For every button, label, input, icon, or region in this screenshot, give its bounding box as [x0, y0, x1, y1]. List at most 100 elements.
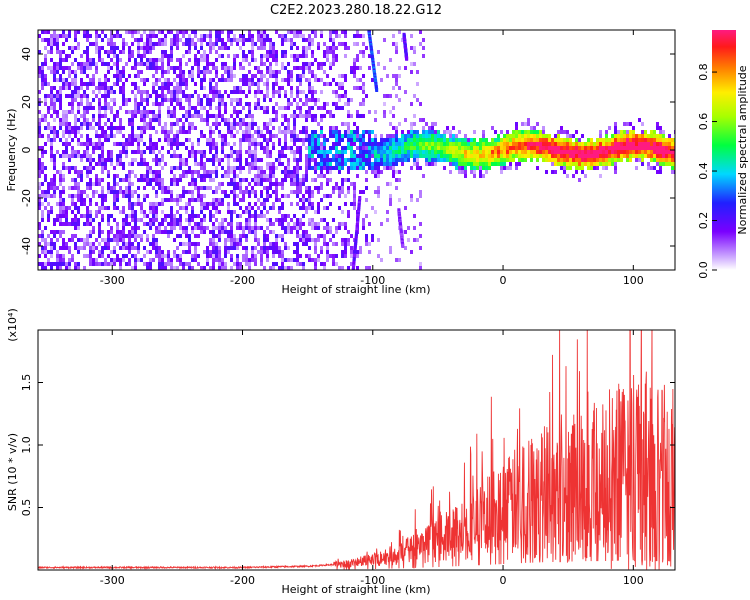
heatmap-cell — [389, 142, 392, 146]
heatmap-cell — [479, 158, 482, 162]
heatmap-cell — [53, 94, 56, 98]
heatmap-cell — [71, 254, 74, 258]
heatmap-cell — [287, 30, 290, 34]
heatmap-cell — [389, 158, 392, 162]
heatmap-cell — [131, 50, 134, 54]
heatmap-cell — [269, 230, 272, 234]
heatmap-cell — [104, 62, 107, 66]
heatmap-cell — [287, 70, 290, 74]
heatmap-cell — [311, 114, 314, 118]
heatmap-cell — [362, 142, 365, 146]
snr-x-axis-label: Height of straight line (km) — [281, 583, 430, 596]
heatmap-cell — [125, 194, 128, 198]
heatmap-cell — [197, 262, 200, 266]
heatmap-cell — [488, 154, 491, 158]
heatmap-cell — [131, 130, 134, 134]
heatmap-cell — [128, 190, 131, 194]
heatmap-cell — [206, 262, 209, 266]
heatmap-cell — [131, 254, 134, 258]
heatmap-cell — [329, 134, 332, 138]
heatmap-cell — [626, 122, 629, 126]
heatmap-cell — [329, 166, 332, 170]
heatmap-cell — [92, 226, 95, 230]
heatmap-cell — [590, 142, 593, 146]
heatmap-cell — [131, 134, 134, 138]
heatmap-cell — [224, 242, 227, 246]
heatmap-cell — [149, 242, 152, 246]
heatmap-cell — [53, 154, 56, 158]
heatmap-cell — [248, 150, 251, 154]
heatmap-cell — [206, 170, 209, 174]
heatmap-cell — [230, 246, 233, 250]
heatmap-cell — [206, 118, 209, 122]
heatmap-cell — [374, 110, 377, 114]
heatmap-cell — [605, 138, 608, 142]
heatmap-cell — [464, 158, 467, 162]
heatmap-cell — [287, 118, 290, 122]
heatmap-cell — [275, 178, 278, 182]
heatmap-cell — [405, 56, 409, 61]
heatmap-cell — [329, 82, 332, 86]
heatmap-cell — [56, 50, 59, 54]
heatmap-cell — [116, 78, 119, 82]
heatmap-cell — [644, 150, 647, 154]
heatmap-cell — [203, 202, 206, 206]
heatmap-cell — [179, 178, 182, 182]
heatmap-cell — [185, 262, 188, 266]
heatmap-cell — [98, 54, 101, 58]
heatmap-cell — [242, 178, 245, 182]
heatmap-cell — [128, 142, 131, 146]
heatmap-cell — [473, 170, 476, 174]
heatmap-cell — [449, 170, 452, 174]
heatmap-cell — [194, 158, 197, 162]
heatmap-cell — [212, 222, 215, 226]
heatmap-cell — [428, 146, 431, 150]
heatmap-cell — [416, 162, 419, 166]
heatmap-cell — [98, 98, 101, 102]
heatmap-cell — [266, 138, 269, 142]
heatmap-cell — [101, 94, 104, 98]
heatmap-cell — [200, 150, 203, 154]
heatmap-cell — [395, 42, 398, 46]
heatmap-cell — [83, 50, 86, 54]
heatmap-cell — [266, 194, 269, 198]
heatmap-cell — [296, 162, 299, 166]
heatmap-cell — [329, 50, 332, 54]
heatmap-cell — [44, 118, 47, 122]
heatmap-cell — [311, 194, 314, 198]
heatmap-cell — [332, 146, 335, 150]
heatmap-cell — [230, 210, 233, 214]
heatmap-cell — [218, 250, 221, 254]
heatmap-cell — [128, 50, 131, 54]
heatmap-cell — [293, 30, 296, 34]
heatmap-cell — [182, 186, 185, 190]
heatmap-cell — [74, 222, 77, 226]
heatmap-cell — [152, 30, 155, 34]
heatmap-cell — [302, 38, 305, 42]
heatmap-cell — [344, 94, 347, 98]
heatmap-cell — [83, 114, 86, 118]
heatmap-cell — [167, 110, 170, 114]
heatmap-cell — [170, 154, 173, 158]
heatmap-cell — [665, 138, 668, 142]
heatmap-cell — [353, 86, 356, 90]
heatmap-cell — [212, 170, 215, 174]
heatmap-cell — [341, 222, 344, 226]
heatmap-cell — [305, 166, 308, 170]
heatmap-cell — [410, 194, 413, 198]
heatmap-cell — [86, 182, 89, 186]
heatmap-cell — [353, 150, 356, 154]
heatmap-cell — [143, 230, 146, 234]
heatmap-cell — [344, 238, 347, 242]
heatmap-cell — [188, 110, 191, 114]
heatmap-cell — [575, 154, 578, 158]
heatmap-cell — [227, 250, 230, 254]
heatmap-cell — [578, 158, 581, 162]
heatmap-cell — [422, 150, 425, 154]
heatmap-cell — [38, 122, 41, 126]
heatmap-cell — [617, 134, 620, 138]
heatmap-cell — [347, 114, 350, 118]
heatmap-cell — [224, 190, 227, 194]
heatmap-cell — [62, 222, 65, 226]
heatmap-cell — [311, 130, 314, 134]
